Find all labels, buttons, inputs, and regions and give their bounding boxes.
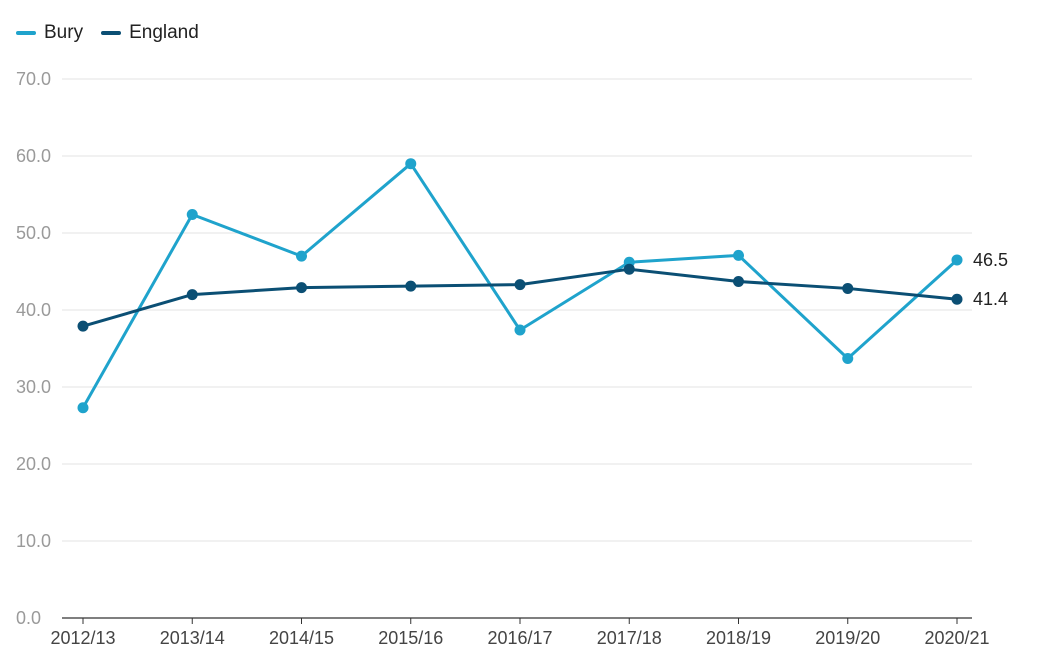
legend-swatch-england: [101, 31, 122, 35]
y-tick-label: 10.0: [16, 531, 51, 551]
x-tick-label: 2017/18: [597, 628, 662, 648]
data-point-bury[interactable]: [77, 402, 89, 414]
legend-label-bury: Bury: [44, 22, 84, 43]
x-tick-label: 2014/15: [269, 628, 334, 648]
data-point-england[interactable]: [186, 289, 198, 301]
y-tick-label: 60.0: [16, 146, 51, 166]
legend-item-bury[interactable]: Bury: [16, 22, 83, 44]
data-point-england[interactable]: [951, 293, 963, 305]
y-tick-label: 70.0: [16, 69, 51, 89]
legend: Bury England: [16, 22, 199, 44]
data-point-bury[interactable]: [296, 250, 307, 262]
y-tick-label: 0.0: [16, 608, 41, 628]
data-point-bury[interactable]: [186, 209, 198, 221]
data-point-england[interactable]: [296, 282, 307, 294]
x-tick-label: 2013/14: [160, 628, 225, 648]
data-point-england[interactable]: [623, 263, 635, 275]
data-point-england[interactable]: [405, 280, 417, 292]
x-tick-label: 2016/17: [487, 628, 552, 648]
data-point-bury[interactable]: [514, 324, 526, 336]
end-labels: 46.5 41.4: [973, 250, 1008, 309]
data-point-bury[interactable]: [733, 249, 744, 261]
data-point-england[interactable]: [77, 320, 89, 332]
x-tick-label: 2015/16: [378, 628, 443, 648]
data-point-bury[interactable]: [842, 353, 854, 365]
y-axis: 0.0 10.0 20.0 30.0 40.0 50.0 60.0 70.0: [16, 69, 51, 628]
data-point-bury[interactable]: [405, 158, 417, 170]
x-tick-label: 2020/21: [924, 628, 989, 648]
data-point-england[interactable]: [842, 282, 854, 294]
x-tick-label: 2018/19: [706, 628, 771, 648]
x-tick-label: 2019/20: [815, 628, 880, 648]
grid-lines: [62, 78, 972, 542]
end-label-bury: 46.5: [973, 250, 1008, 270]
legend-item-england[interactable]: England: [101, 22, 199, 44]
x-tick-label: 2012/13: [50, 628, 115, 648]
y-tick-label: 40.0: [16, 300, 51, 320]
x-axis: 2012/13 2013/14 2014/15 2015/16 2016/17 2017/…: [50, 617, 990, 648]
y-tick-label: 20.0: [16, 454, 51, 474]
end-label-england: 41.4: [973, 289, 1008, 309]
series-lines: [77, 158, 963, 414]
legend-swatch-bury: [16, 31, 36, 35]
data-point-bury[interactable]: [951, 254, 963, 266]
y-tick-label: 50.0: [16, 223, 51, 243]
data-point-england[interactable]: [514, 279, 526, 291]
y-tick-label: 30.0: [16, 377, 51, 397]
legend-label-england: England: [129, 22, 199, 43]
series-line-england[interactable]: [81, 267, 959, 328]
data-point-england[interactable]: [733, 276, 744, 288]
